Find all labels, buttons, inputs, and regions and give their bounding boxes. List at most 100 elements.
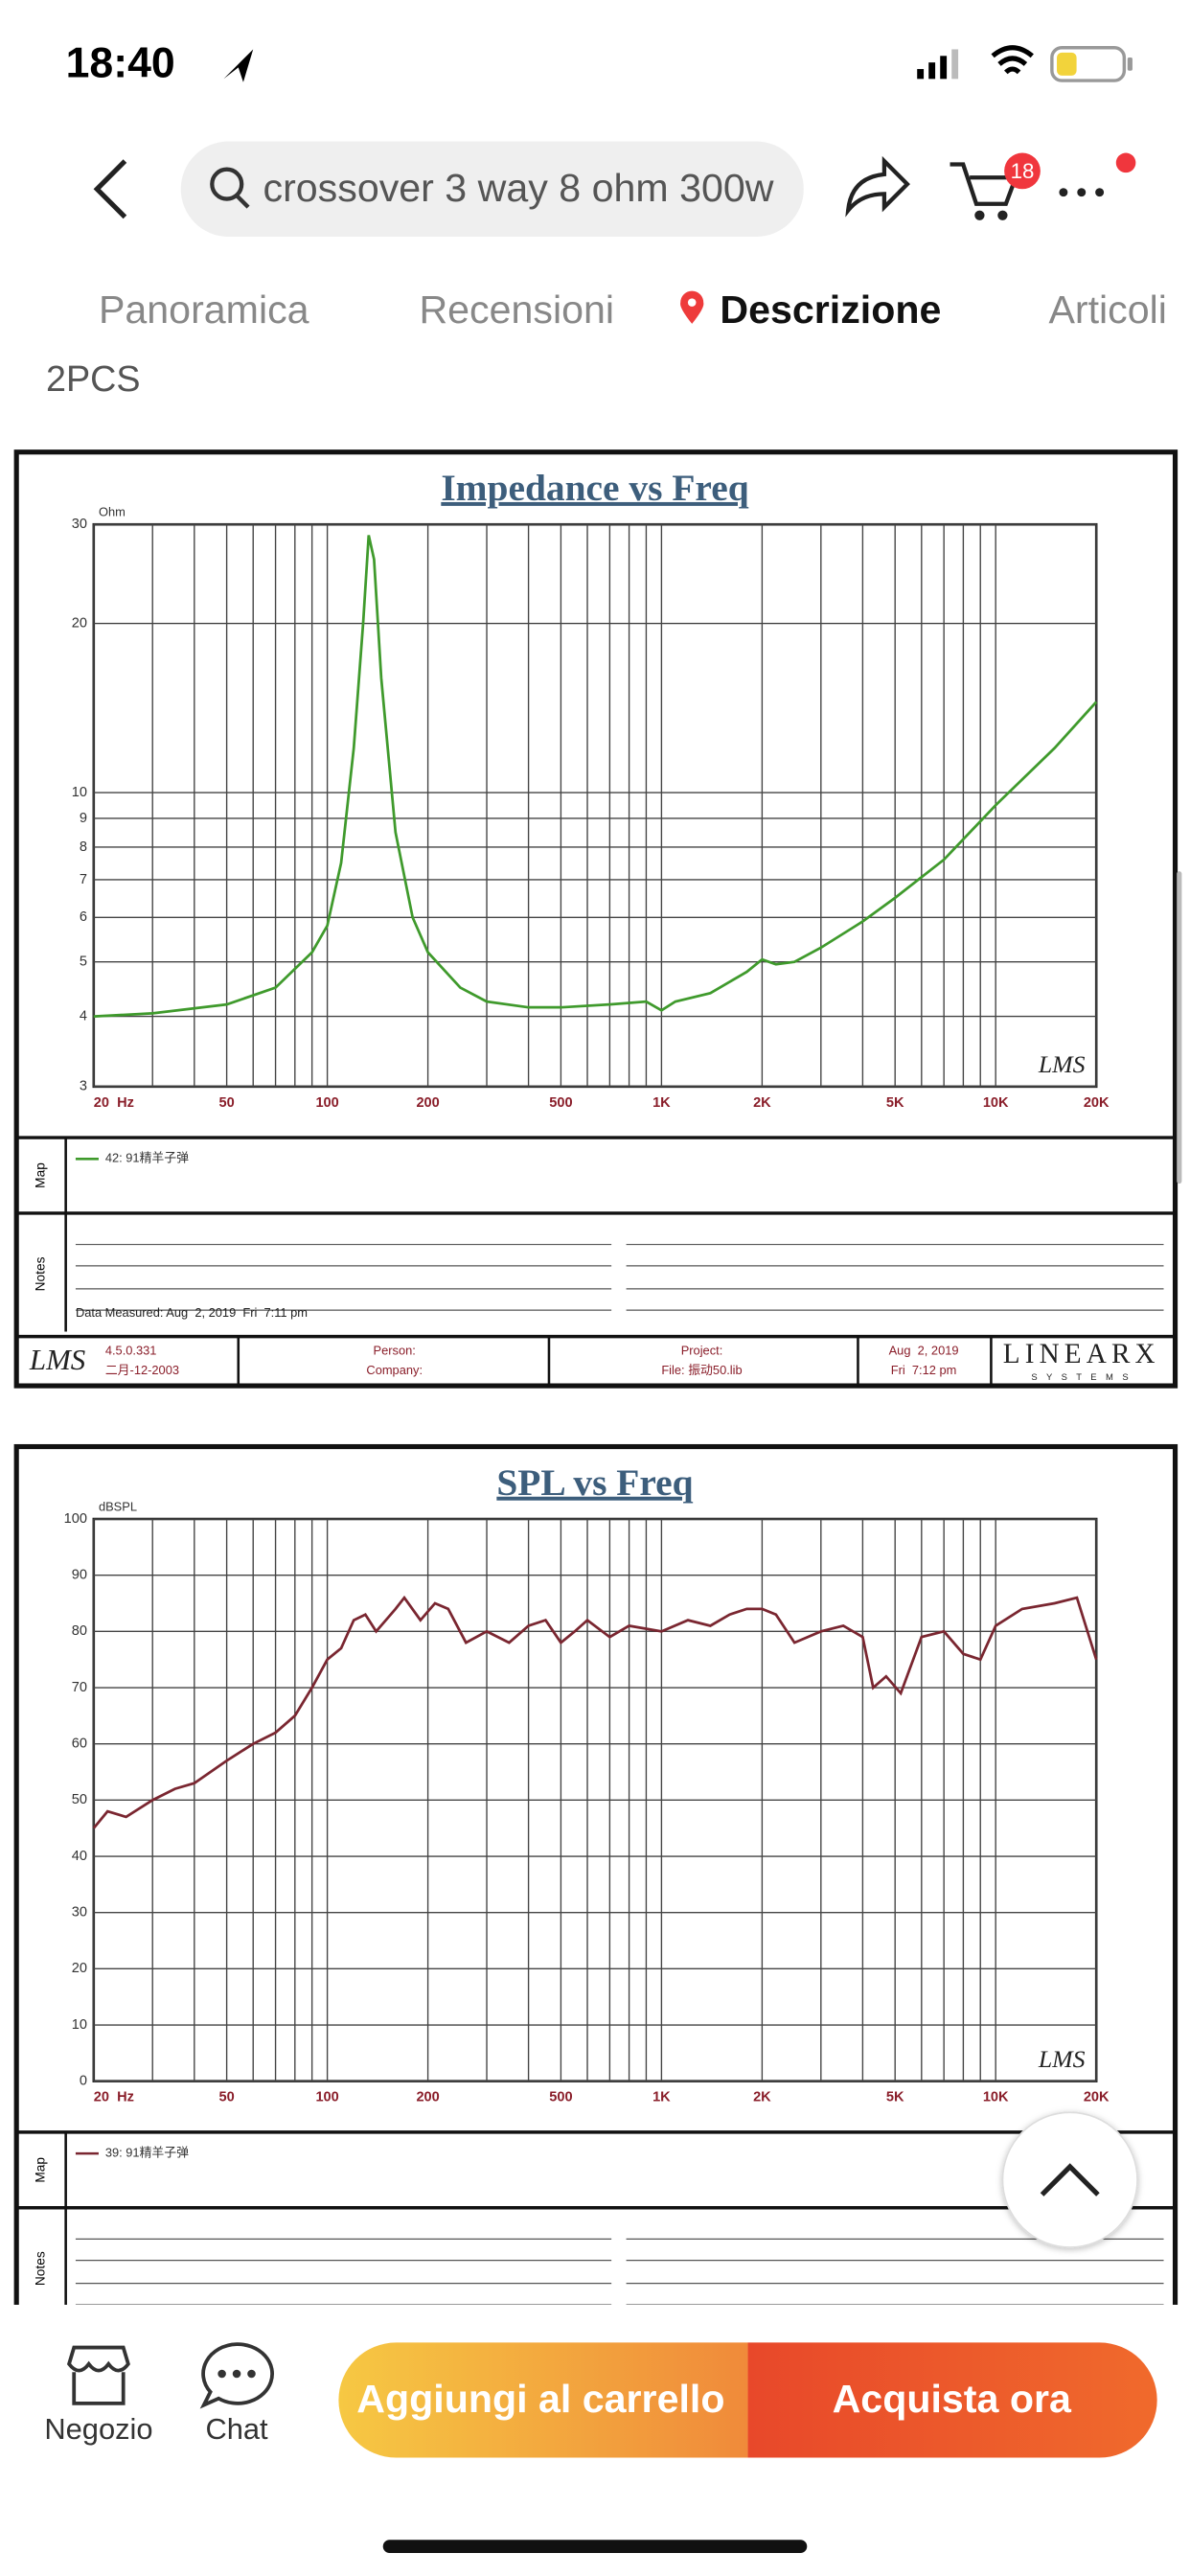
back-to-top-button[interactable] <box>1001 2111 1138 2248</box>
share-button[interactable] <box>845 155 910 218</box>
home-indicator <box>382 2540 808 2553</box>
y-tick-label: 50 <box>72 1792 87 1807</box>
y-tick-label: 40 <box>72 1849 87 1864</box>
x-tick-label: 1K <box>652 2090 671 2105</box>
x-tick-label: 2K <box>753 1095 771 1111</box>
footer-version-date: 二月-12-2003 <box>105 1363 179 1377</box>
footer-file: File: 振动50.lib <box>661 1363 742 1377</box>
x-tick-label: 2K <box>753 2090 771 2105</box>
y-tick-label: 3 <box>80 1079 87 1094</box>
footer-logo: LMS <box>29 1343 85 1376</box>
x-tick-label: 500 <box>549 2090 572 2105</box>
x-tick-label: 500 <box>549 1095 572 1111</box>
search-icon-handle <box>235 194 250 209</box>
scrollbar <box>1177 871 1182 1184</box>
y-tick-label: 9 <box>80 811 87 826</box>
tab[interactable]: Panoramica <box>99 288 309 332</box>
y-tick-label: 80 <box>72 1623 87 1639</box>
add-to-cart-button[interactable] <box>338 2342 748 2458</box>
x-tick-label: 20K <box>1084 1095 1110 1111</box>
tab[interactable]: Recensioni <box>419 288 614 332</box>
buy-now-label[interactable]: Acquista ora <box>833 2377 1072 2421</box>
legend-label: 39: 91精羊子弹 <box>105 2146 189 2160</box>
tab-active[interactable]: Descrizione <box>720 288 941 332</box>
chat-label[interactable]: Chat <box>205 2412 268 2446</box>
add-to-cart-label[interactable]: Aggiungi al carrello <box>356 2377 724 2421</box>
footer-brand-sub: S Y S T E M S <box>1031 1371 1132 1382</box>
cart-badge <box>1004 152 1041 190</box>
legend-label: 42: 91精羊子弹 <box>105 1151 189 1165</box>
chat-icon[interactable] <box>199 2342 274 2409</box>
map-label: Map <box>34 1162 48 1188</box>
y-tick-label: 30 <box>72 1905 87 1920</box>
x-tick-label: 100 <box>315 1095 338 1111</box>
x-tick-label: 5K <box>886 1095 904 1111</box>
description-text: 2PCS <box>46 358 141 399</box>
y-tick-label: 7 <box>80 872 87 887</box>
shop-icon[interactable] <box>66 2345 130 2405</box>
x-tick-label: 200 <box>416 1095 439 1111</box>
x-tick-label: 5K <box>886 2090 904 2105</box>
buy-now-button[interactable] <box>747 2342 1157 2458</box>
status-time: 18:40 <box>66 39 175 86</box>
shop-label[interactable]: Negozio <box>44 2412 152 2446</box>
signal-icon <box>917 49 959 80</box>
back-button[interactable] <box>93 159 127 219</box>
y-tick-label: 8 <box>80 840 87 855</box>
y-tick-label: 70 <box>72 1680 87 1695</box>
series-line <box>93 535 1098 1018</box>
watermark: LMS <box>1038 2045 1086 2073</box>
y-tick-label: 0 <box>80 2074 87 2089</box>
tab[interactable]: Articoli <box>1048 288 1167 332</box>
y-tick-label: 6 <box>80 909 87 925</box>
x-tick-label: 1K <box>652 1095 671 1111</box>
notification-dot <box>1115 152 1136 173</box>
search-mask <box>803 131 1190 247</box>
y-tick-label: 100 <box>64 1511 87 1527</box>
notes-label: Notes <box>34 2251 48 2286</box>
search-icon <box>210 167 244 201</box>
y-tick-label: 30 <box>72 517 87 532</box>
y-tick-label: 5 <box>80 954 87 970</box>
battery-icon <box>1050 46 1133 82</box>
cart-badge-count: 18 <box>1011 159 1035 183</box>
x-tick-label: 50 <box>218 2090 234 2105</box>
location-icon <box>223 49 254 82</box>
notes-label: Notes <box>34 1256 48 1291</box>
back-to-top-icon <box>1040 2163 1100 2196</box>
series-line <box>92 1595 1098 1829</box>
chart-title: Impedance vs Freq <box>441 467 748 509</box>
footer-time: Fri 7:12 pm <box>891 1363 957 1377</box>
map-label: Map <box>34 2157 48 2183</box>
cart-wheel <box>974 210 985 220</box>
x-tick-label: 200 <box>416 2090 439 2105</box>
x-tick-label: 20 Hz <box>94 2090 134 2105</box>
search-query[interactable]: crossover 3 way 8 ohm 300w <box>263 166 773 210</box>
chart: Impedance vs Freq Ohm 20 Hz 50 100 200 500 1K 2K… <box>13 449 1179 1389</box>
wifi-icon <box>991 45 1034 75</box>
y-tick-label: 10 <box>72 785 87 800</box>
y-tick-label: 20 <box>72 615 87 631</box>
y-unit: Ohm <box>99 505 126 519</box>
cart-wheel <box>997 210 1008 220</box>
y-tick-label: 90 <box>72 1568 87 1583</box>
watermark: LMS <box>1038 1050 1086 1078</box>
x-tick-label: 10K <box>983 1095 1009 1111</box>
footer-person: Person: <box>374 1343 416 1357</box>
footer-project: Project: <box>681 1343 723 1357</box>
search-bar[interactable] <box>180 141 804 238</box>
chart-title: SPL vs Freq <box>496 1461 693 1504</box>
y-tick-label: 10 <box>72 2017 87 2033</box>
y-unit: dBSPL <box>99 1499 137 1513</box>
y-tick-label: 4 <box>80 1008 87 1024</box>
y-tick-label: 60 <box>72 1736 87 1752</box>
x-tick-label: 10K <box>983 2090 1009 2105</box>
x-tick-label: 50 <box>218 1095 234 1111</box>
x-tick-label: 20K <box>1084 2090 1110 2105</box>
more-button[interactable] <box>1059 188 1105 197</box>
x-tick-label: 20 Hz <box>94 1095 134 1111</box>
